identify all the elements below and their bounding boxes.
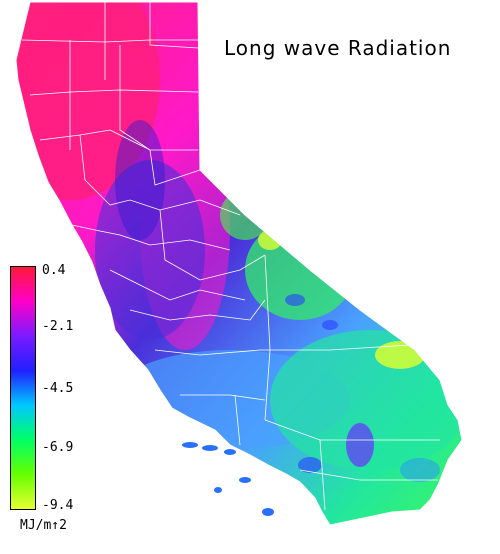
map-title: Long wave Radiation: [224, 36, 452, 60]
channel-islands: [182, 442, 274, 516]
legend-tick-label: -9.4: [42, 498, 74, 513]
county-boundaries: [21, 2, 440, 511]
legend-tick-label: 0.4: [42, 263, 66, 278]
legend-units: MJ/m↑2: [20, 518, 67, 533]
legend-colorbar: [10, 266, 36, 510]
legend-tick-label: -6.9: [42, 440, 74, 455]
legend-tick-label: -4.5: [42, 381, 74, 396]
legend-tick-label: -2.1: [42, 319, 74, 334]
state-boundary: [15, 1, 463, 526]
